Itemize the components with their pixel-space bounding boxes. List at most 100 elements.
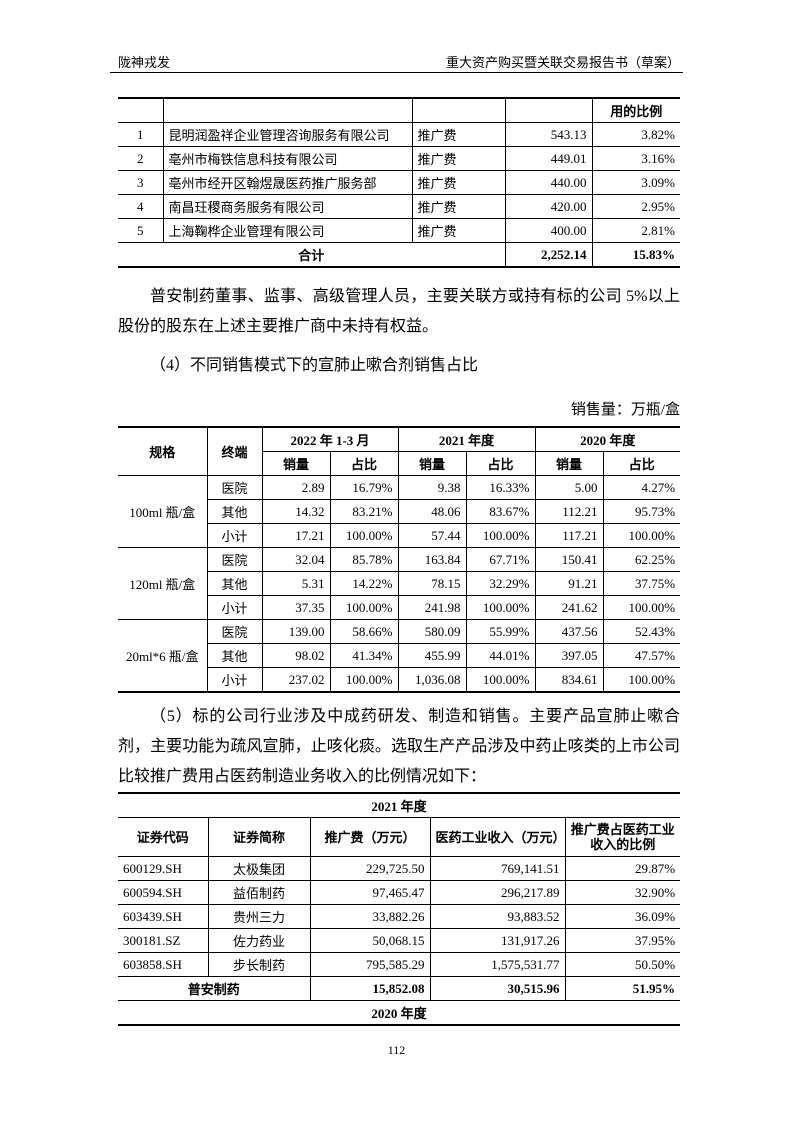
table-cell: 100.00% xyxy=(602,667,681,693)
table-row: 600129.SH 太极集团 229,725.50 769,141.51 29.87% xyxy=(118,856,681,881)
table-cell: 33,882.26 xyxy=(309,904,431,929)
table-cell: 推广费 xyxy=(411,122,506,147)
table-cell: 100.00% xyxy=(329,667,399,693)
section-heading: （4）不同销售模式下的宣肺止嗽合剂销售占比 xyxy=(150,357,479,374)
table-cell: 296,217.89 xyxy=(429,880,566,905)
table-cell: 455.99 xyxy=(397,643,467,668)
table-cell: 98.02 xyxy=(261,643,331,668)
table-cell: 16.79% xyxy=(329,475,399,500)
table-cell: 其他 xyxy=(206,571,263,596)
table-row: 5 上海鞠桦企业管理有限公司 推广费 400.00 2.81% xyxy=(118,218,680,243)
table-row: 20ml*6 瓶/盒 医院 139.00 58.66% 580.09 55.99% 437.… xyxy=(118,619,681,693)
table-row: 销量 占比 销量 占比 销量 占比 xyxy=(118,451,681,476)
table-cell: 小计 xyxy=(206,523,263,548)
table-cell: 117.21 xyxy=(534,523,604,548)
table-row: 300181.SZ 佐力药业 50,068.15 131,917.26 37.95% xyxy=(118,928,681,953)
table-cell: 14.32 xyxy=(261,499,331,524)
table-row: 2020 年度 xyxy=(118,1000,681,1026)
table-cell: 795,585.29 xyxy=(309,952,431,977)
table-cell: 其他 xyxy=(206,499,263,524)
table-cell: 50.50% xyxy=(564,952,681,977)
table-cell: 97,465.47 xyxy=(309,880,431,905)
table-cell: 37.75% xyxy=(602,571,681,596)
table-cell: 241.62 xyxy=(534,595,604,620)
table-row: 规格 终端 2022 年 1-3 月 2021 年度 2020 年度 xyxy=(118,426,681,476)
table-cell: 44.01% xyxy=(465,643,536,668)
table-cell xyxy=(504,97,593,123)
table-cell: 67.71% xyxy=(465,547,536,572)
table-cell: 终端 xyxy=(206,426,263,476)
table-cell: 834.61 xyxy=(534,667,604,693)
table-cell: 2020 年度 xyxy=(118,1000,681,1026)
table-cell: 83.21% xyxy=(329,499,399,524)
unit-note: 销售量：万瓶/盒 xyxy=(570,402,680,418)
table-row: 603439.SH 贵州三力 33,882.26 93,883.52 36.09% xyxy=(118,904,681,929)
table-cell: 437.56 xyxy=(534,619,604,644)
table-cell: 推广费（万元） xyxy=(309,817,431,857)
table-cell: 100.00% xyxy=(465,667,536,693)
table-cell xyxy=(118,97,164,123)
table-cell: 52.43% xyxy=(602,619,681,644)
promoter-table: 用的比例 1 昆明润盈祥企业管理咨询服务有限公司 推广费 543.13 3.82% 2 亳州市… xyxy=(118,97,680,268)
table-cell: 32.29% xyxy=(465,571,536,596)
table-cell: 14.22% xyxy=(329,571,399,596)
sales-table: 规格 终端 2022 年 1-3 月 2021 年度 2020 年度 销量 占比 销量 占比 销量… xyxy=(118,426,681,693)
table-cell: 543.13 xyxy=(504,122,593,147)
table-cell: 证券代码 xyxy=(118,817,209,857)
table-cell: 2020 年度 xyxy=(534,426,681,452)
table-cell: 32.90% xyxy=(564,880,681,905)
table-cell: 4.27% xyxy=(602,475,681,500)
paragraph: （5）标的公司行业涉及中成药研发、制造和销售。主要产品宣肺止嗽合剂，主要功能为疏… xyxy=(118,708,680,785)
table-cell: 小计 xyxy=(206,667,263,693)
table-cell: 推广费 xyxy=(411,146,506,171)
table-cell: 其他 xyxy=(206,643,263,668)
table-cell: 420.00 xyxy=(504,194,593,219)
header-left: 陇神戎发 xyxy=(118,55,171,70)
table-cell: 推广费占医药工业收入的比例 xyxy=(564,817,681,857)
table-cell: 4 xyxy=(118,194,164,219)
table-cell: 昆明润盈祥企业管理咨询服务有限公司 xyxy=(162,122,413,147)
table-cell: 1,036.08 xyxy=(397,667,467,693)
table-cell: 3.82% xyxy=(591,122,680,147)
table-cell: 规格 xyxy=(118,426,208,476)
table-cell: 48.06 xyxy=(397,499,467,524)
table-row: 120ml 瓶/盒 医院 32.04 85.78% 163.84 67.71% 150.41… xyxy=(118,547,681,620)
table-cell: 100.00% xyxy=(329,595,399,620)
table-row: 证券代码 证券简称 推广费（万元） 医药工业收入（万元） 推广费占医药工业收入的比例 xyxy=(118,817,681,857)
table-cell: 120ml 瓶/盒 xyxy=(118,547,208,620)
table-cell: 51.95% xyxy=(564,976,681,1001)
table-cell: 2 xyxy=(118,146,164,171)
table-cell: 占比 xyxy=(329,451,399,476)
table-cell: 100.00% xyxy=(465,595,536,620)
table-row: 小计 17.21 100.00% 57.44 100.00% 117.21 100.00% xyxy=(118,523,681,548)
table-row: 4 南昌玨稷商务服务有限公司 推广费 420.00 2.95% xyxy=(118,194,680,219)
table-cell: 229,725.50 xyxy=(309,856,431,881)
table-cell: 32.04 xyxy=(261,547,331,572)
table-cell: 2022 年 1-3 月 xyxy=(261,426,399,452)
header-right: 重大资产购买暨关联交易报告书（草案） xyxy=(445,55,680,70)
table-cell: 推广费 xyxy=(411,218,506,243)
table-cell: 销量 xyxy=(261,451,331,476)
table-cell: 证券简称 xyxy=(207,817,311,857)
table-cell: 贵州三力 xyxy=(207,904,311,929)
table-cell: 2021 年度 xyxy=(118,792,681,818)
table-row: 600594.SH 益佰制药 97,465.47 296,217.89 32.90% xyxy=(118,880,681,905)
table-cell: 占比 xyxy=(465,451,536,476)
table-cell: 益佰制药 xyxy=(207,880,311,905)
table-cell: 南昌玨稷商务服务有限公司 xyxy=(162,194,413,219)
table-cell: 769,141.51 xyxy=(429,856,566,881)
table-cell: 400.00 xyxy=(504,218,593,243)
table-cell: 30,515.96 xyxy=(429,976,566,1001)
table-cell: 603858.SH xyxy=(118,952,209,977)
table-cell: 100.00% xyxy=(602,595,681,620)
table-cell: 139.00 xyxy=(261,619,331,644)
table-row: 其他 14.32 83.21% 48.06 83.67% 112.21 95.73% xyxy=(118,499,681,524)
table-cell: 580.09 xyxy=(397,619,467,644)
table-cell: 163.84 xyxy=(397,547,467,572)
table-row: 603858.SH 步长制药 795,585.29 1,575,531.77 50.50… xyxy=(118,952,681,977)
table-cell: 2.81% xyxy=(591,218,680,243)
table-row: 100ml 瓶/盒 医院 2.89 16.79% 9.38 16.33% 5.00 4.27% xyxy=(118,475,681,548)
table-row: 3 亳州市经开区翰煜晟医药推广服务部 推广费 440.00 3.09% xyxy=(118,170,680,195)
table-cell: 112.21 xyxy=(534,499,604,524)
